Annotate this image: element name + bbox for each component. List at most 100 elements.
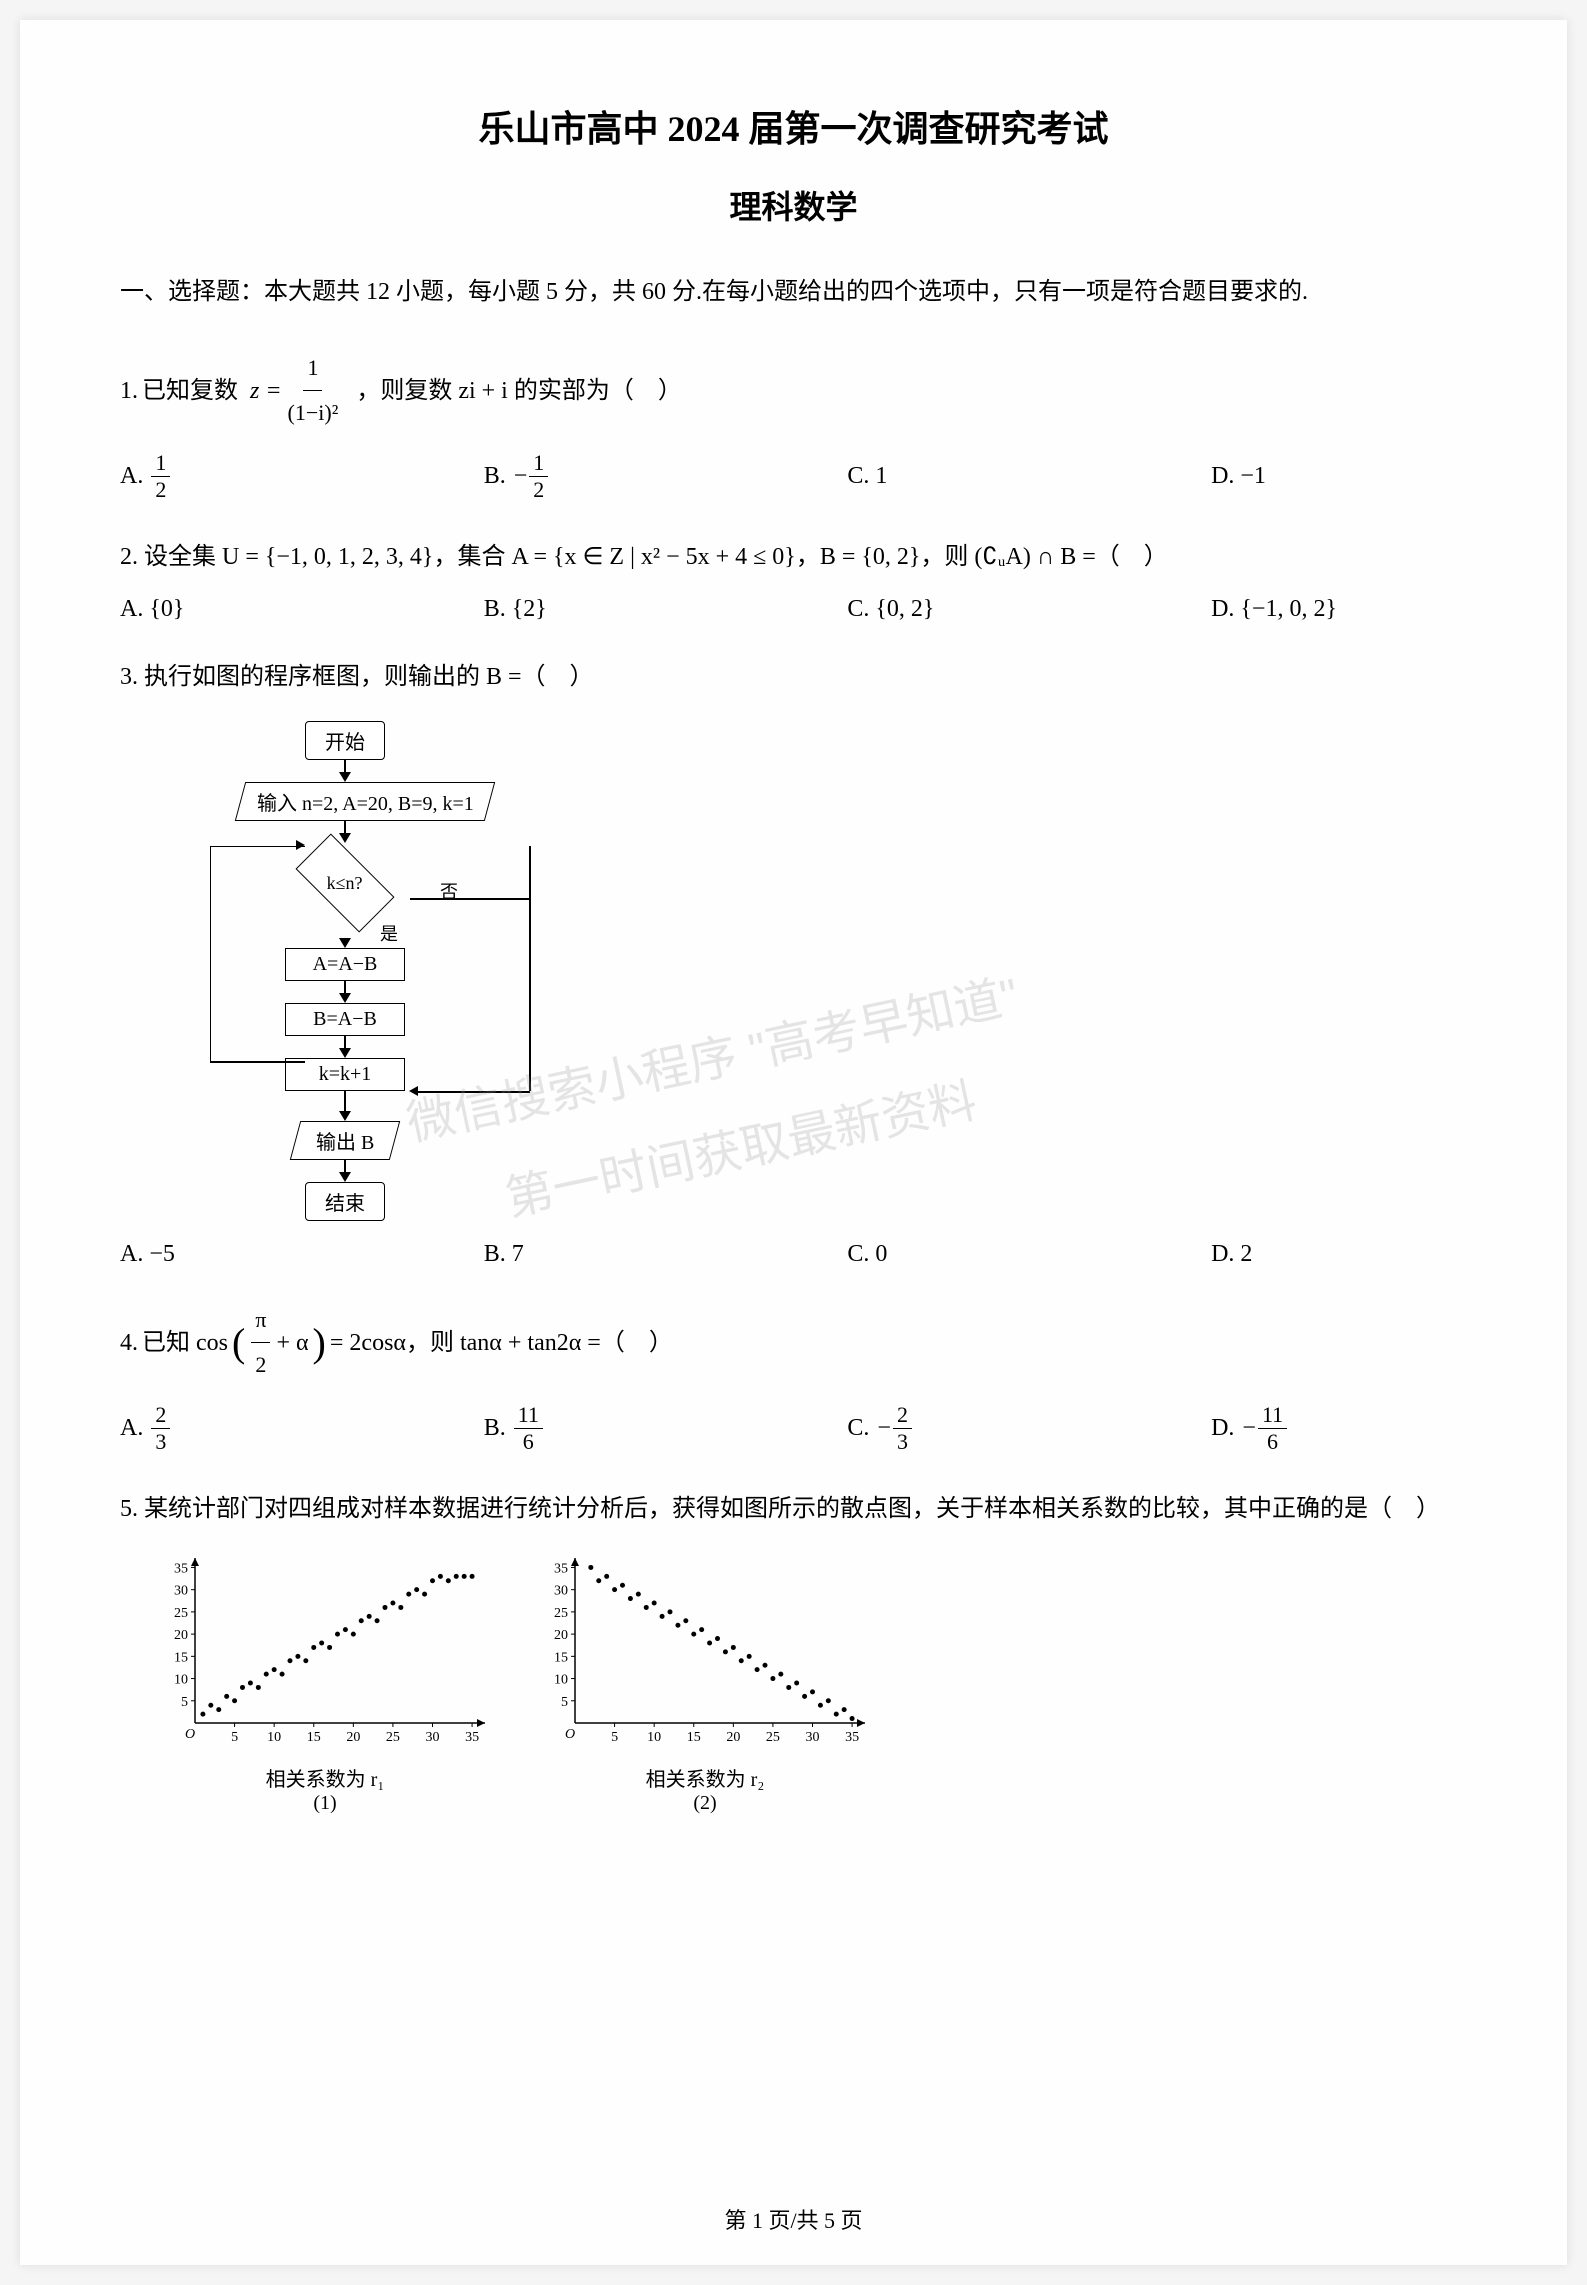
q4-d-num: 11 [1258, 1402, 1287, 1429]
q4-paren-den: 2 [251, 1343, 270, 1387]
page-container: 乐山市高中 2024 届第一次调查研究考试 理科数学 一、选择题：本大题共 12… [20, 20, 1567, 2265]
svg-text:30: 30 [426, 1730, 440, 1745]
q3-opt-c: C. 0 [847, 1241, 1211, 1268]
q1-prefix: 已知复数 [142, 367, 238, 415]
flow-no-label: 否 [440, 878, 458, 904]
svg-text:35: 35 [554, 1561, 568, 1576]
q1-a-den: 2 [151, 477, 170, 503]
svg-text:30: 30 [806, 1730, 820, 1745]
exam-title: 乐山市高中 2024 届第一次调查研究考试 [120, 100, 1467, 152]
q3-options: A. −5 B. 7 C. 0 D. 2 [120, 1241, 1467, 1268]
svg-text:25: 25 [386, 1730, 400, 1745]
q4-plus: + α [276, 1319, 308, 1367]
svg-text:30: 30 [174, 1584, 188, 1599]
scatter1-caption: 相关系数为 r₁ [160, 1763, 490, 1792]
q4-a-label: A. [120, 1415, 143, 1442]
q4-a-num: 2 [151, 1402, 170, 1429]
q1-b-den: 2 [529, 477, 548, 503]
flow-yes-label: 是 [380, 920, 398, 946]
flow-condition: k≤n? [296, 834, 395, 933]
svg-text:30: 30 [554, 1584, 568, 1599]
q4-prefix: 已知 cos [142, 1319, 228, 1367]
q4-b-label: B. [484, 1415, 506, 1442]
flow-input: 输入 n=2, A=20, B=9, k=1 [235, 782, 495, 821]
svg-text:5: 5 [231, 1730, 238, 1745]
q1-z-lhs: z = [250, 367, 282, 415]
svg-text:35: 35 [845, 1730, 859, 1745]
watermark-line2: 第一时间获取最新资料 [498, 1061, 982, 1229]
svg-text:O: O [185, 1727, 195, 1742]
q1-b-num: 1 [529, 450, 548, 477]
flow-end: 结束 [305, 1182, 385, 1221]
q1-opt-d: D. −1 [1211, 450, 1467, 503]
q4-c-den: 3 [893, 1429, 912, 1455]
scatter-plot-1: 5 10 15 20 25 30 35 5 10 15 20 25 30 35 O 相关系数为 r₁ (1) [160, 1553, 490, 1815]
q4-number: 4. [120, 1319, 138, 1367]
section-header: 一、选择题：本大题共 12 小题，每小题 5 分，共 60 分.在每小题给出的四… [120, 268, 1467, 316]
svg-text:5: 5 [181, 1695, 188, 1710]
question-4: 4. 已知 cos ( π 2 + α ) = 2cosα，则 tanα + t… [120, 1298, 1467, 1387]
q1-frac-num: 1 [303, 346, 322, 391]
q4-d-label: D. [1211, 1415, 1234, 1442]
q2-opt-b: B. {2} [484, 596, 848, 623]
svg-text:5: 5 [561, 1695, 568, 1710]
svg-text:20: 20 [554, 1628, 568, 1643]
scatter-svg-1: 5 10 15 20 25 30 35 5 10 15 20 25 30 35 O [160, 1553, 490, 1753]
question-2: 2. 设全集 U = {−1, 0, 1, 2, 3, 4}，集合 A = {x… [120, 533, 1467, 581]
q4-d-prefix: − [1242, 1415, 1256, 1442]
q4-options: A. 2 3 B. 11 6 C. − 2 3 D. − 11 [120, 1402, 1467, 1455]
svg-text:20: 20 [346, 1730, 360, 1745]
scatter2-caption: 相关系数为 r₂ [540, 1763, 870, 1792]
flowchart: 开始 输入 n=2, A=20, B=9, k=1 k≤n? 否 是 A=A−B… [180, 721, 450, 1221]
q4-d-den: 6 [1263, 1429, 1282, 1455]
svg-text:O: O [565, 1727, 575, 1742]
q1-opt-a-label: A. [120, 463, 143, 490]
q1-number: 1. [120, 367, 138, 415]
q1-a-num: 1 [151, 450, 170, 477]
scatter-plot-2: 5 10 15 20 25 30 35 5 10 15 20 25 30 35 O 相关系数为 r₂ (2) [540, 1553, 870, 1815]
flow-start: 开始 [305, 721, 385, 760]
question-3: 3. 执行如图的程序框图，则输出的 B =（ ） [120, 653, 1467, 701]
scatter1-sub: (1) [160, 1792, 490, 1815]
watermark-line1: 微信搜索小程序 "高考早知道" [400, 956, 1024, 1154]
svg-text:15: 15 [687, 1730, 701, 1745]
q2-opt-d: D. {−1, 0, 2} [1211, 596, 1467, 623]
svg-text:20: 20 [174, 1628, 188, 1643]
svg-text:35: 35 [465, 1730, 479, 1745]
scatter2-sub: (2) [540, 1792, 870, 1815]
scatter-plots: 5 10 15 20 25 30 35 5 10 15 20 25 30 35 O 相关系数为 r₁ (1)… [160, 1553, 1467, 1815]
scatter-svg-2: 5 10 15 20 25 30 35 5 10 15 20 25 30 35 O [540, 1553, 870, 1753]
q1-opt-c: C. 1 [847, 450, 1211, 503]
svg-text:25: 25 [174, 1606, 188, 1621]
page-footer: 第 1 页/共 5 页 [20, 2203, 1567, 2235]
svg-text:15: 15 [307, 1730, 321, 1745]
q1-b-prefix: − [514, 463, 528, 490]
svg-text:10: 10 [174, 1673, 188, 1688]
q4-paren-num: π [251, 1298, 270, 1343]
svg-text:20: 20 [726, 1730, 740, 1745]
svg-text:5: 5 [611, 1730, 618, 1745]
q4-c-num: 2 [893, 1402, 912, 1429]
svg-text:25: 25 [554, 1606, 568, 1621]
q4-b-num: 11 [514, 1402, 543, 1429]
q4-a-den: 3 [151, 1429, 170, 1455]
svg-text:10: 10 [267, 1730, 281, 1745]
flow-output: 输出 B [290, 1121, 400, 1160]
q1-options: A. 1 2 B. − 1 2 C. 1 D. −1 [120, 450, 1467, 503]
svg-text:15: 15 [554, 1650, 568, 1665]
q4-c-label: C. [847, 1415, 869, 1442]
svg-text:10: 10 [554, 1673, 568, 1688]
q4-b-den: 6 [519, 1429, 538, 1455]
q2-options: A. {0} B. {2} C. {0, 2} D. {−1, 0, 2} [120, 596, 1467, 623]
svg-text:25: 25 [766, 1730, 780, 1745]
q3-opt-b: B. 7 [484, 1241, 848, 1268]
svg-text:10: 10 [647, 1730, 661, 1745]
svg-text:35: 35 [174, 1561, 188, 1576]
q3-opt-d: D. 2 [1211, 1241, 1467, 1268]
exam-subtitle: 理科数学 [120, 182, 1467, 228]
q2-opt-c: C. {0, 2} [847, 596, 1211, 623]
svg-text:15: 15 [174, 1650, 188, 1665]
q1-frac-den: (1−i)² [284, 391, 343, 435]
q1-opt-b-label: B. [484, 463, 506, 490]
q2-opt-a: A. {0} [120, 596, 484, 623]
